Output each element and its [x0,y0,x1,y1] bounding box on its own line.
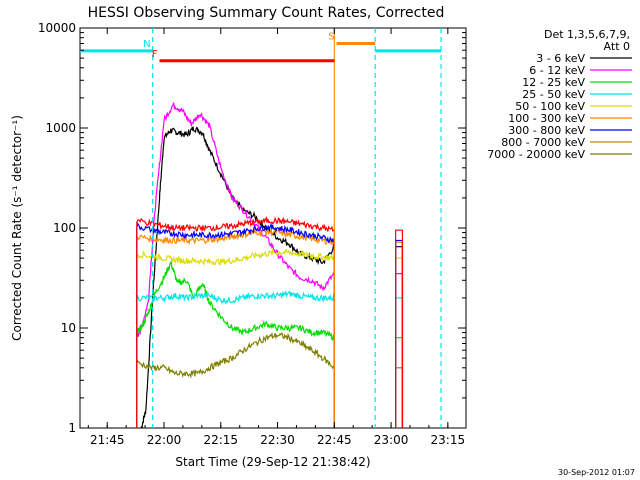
series-line-6 [136,222,335,428]
series-line-9 [136,215,335,428]
night-bar-2-label: N [143,39,150,50]
chart-title: HESSI Observing Summary Count Rates, Cor… [88,5,445,21]
series-segment-5 [395,241,404,428]
saa-bar-label: S [328,31,334,42]
series-segment-2 [395,337,404,428]
legend-label-5: 100 - 300 keV [508,112,585,125]
series-line-4 [136,248,335,428]
legend-label-6: 300 - 800 keV [508,124,585,137]
timestamp: 30-Sep-2012 01:07 [558,468,635,477]
series-line-1 [136,102,335,428]
x-tick-label-2: 22:15 [203,433,238,447]
x-tick-label-3: 22:30 [260,433,295,447]
legend-label-3: 25 - 50 keV [522,88,585,101]
x-axis-label: Start Time (29-Sep-12 21:38:42) [175,455,370,469]
y-tick-label-3: 1000 [45,121,76,135]
x-tick-label-5: 23:00 [374,433,409,447]
legend-header-2: Att 0 [604,40,630,53]
series-segment-1 [395,273,404,428]
series-line-0 [140,126,335,428]
series-segment-8 [395,367,404,428]
legend-label-0: 3 - 6 keV [536,52,585,65]
flare-bar-label: F [152,49,158,60]
y-tick-label-4: 10000 [38,21,76,35]
x-tick-label-4: 22:45 [317,433,352,447]
axis-layer: 21:45 22:00 22:15 22:30 22:45 23:00 23:15 1 10 10… [38,21,466,447]
x-tick-label-0: 21:45 [90,433,125,447]
series-line-8 [136,331,335,428]
y-tick-label-1: 10 [61,321,76,335]
x-tick-label-6: 23:15 [431,433,466,447]
x-tick-label-1: 22:00 [147,433,182,447]
y-axis-label: Corrected Count Rate (s⁻¹ detector⁻¹) [10,115,24,341]
y-tick-label-2: 100 [53,221,76,235]
legend-label-7: 800 - 7000 keV [501,136,585,149]
legend-label-2: 12 - 25 keV [522,76,585,89]
series-segment-3 [395,297,404,428]
series-line-3 [136,289,335,428]
legend-label-8: 7000 - 20000 keV [487,148,585,161]
y-tick-label-0: 1 [68,421,76,435]
legend-label-4: 50 - 100 keV [515,100,585,113]
series-segment-4 [395,257,404,428]
series-line-2 [136,261,335,428]
legend-label-1: 6 - 12 keV [529,64,585,77]
plot-layer [80,28,442,428]
series-segment-9 [395,229,404,428]
legend-header-1: Det 1,3,5,6,7,9, [544,28,630,41]
series-segment-6 [395,239,404,428]
